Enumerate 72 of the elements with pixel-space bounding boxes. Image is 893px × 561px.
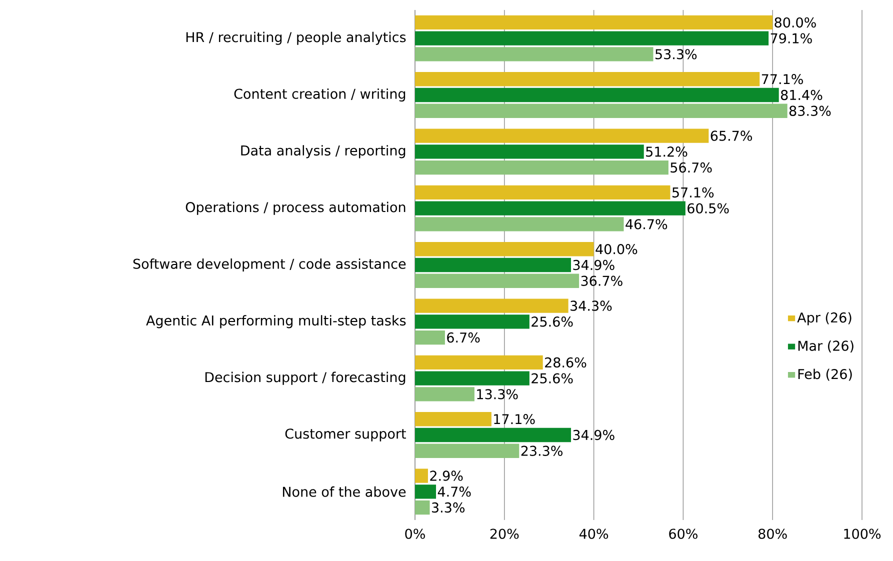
- data-label: 83.3%: [789, 106, 831, 116]
- data-label: 25.6%: [532, 316, 573, 327]
- bar: [415, 88, 779, 102]
- data-label: 57.1%: [672, 187, 714, 198]
- x-tick-label: 20%: [490, 528, 519, 539]
- bar: [415, 31, 769, 46]
- bar: [415, 242, 594, 256]
- legend-label: Apr (26): [797, 312, 852, 326]
- data-label: 34.3%: [570, 300, 612, 311]
- bar: [415, 500, 430, 515]
- bar: [415, 217, 624, 232]
- legend-label: Feb (26): [798, 368, 852, 381]
- data-label: 17.1%: [494, 414, 535, 424]
- bar: [415, 47, 654, 62]
- data-label: 6.7%: [447, 332, 480, 343]
- bar: [415, 412, 492, 426]
- data-label: 46.7%: [626, 219, 668, 230]
- legend-label: Mar (26): [798, 340, 854, 352]
- bar: [415, 428, 572, 442]
- y-tick-label: Agentic AI performing multi-step tasks: [146, 315, 406, 328]
- y-tick-label: Operations / process automation: [186, 202, 406, 215]
- x-tick-label: 80%: [758, 528, 787, 539]
- data-label: 34.9%: [573, 260, 614, 270]
- bar: [415, 298, 568, 313]
- data-label: 2.9%: [430, 470, 463, 481]
- data-label: 51.2%: [646, 146, 688, 157]
- data-label: 65.7%: [710, 130, 752, 141]
- y-tick-label: HR / recruiting / people analytics: [186, 32, 406, 45]
- data-label: 3.3%: [432, 502, 465, 513]
- data-label: 4.7%: [438, 486, 471, 497]
- y-tick-label: Software development / code assistance: [133, 258, 406, 272]
- bar: [415, 330, 445, 345]
- data-label: 25.6%: [532, 373, 573, 384]
- bar: [415, 144, 644, 159]
- data-label: 13.3%: [477, 389, 518, 400]
- bar: [415, 201, 686, 216]
- bar: [415, 104, 788, 118]
- data-label: 34.9%: [573, 430, 614, 440]
- y-tick-label: None of the above: [282, 486, 406, 497]
- bar: [415, 387, 474, 402]
- x-tick-label: 60%: [669, 528, 698, 539]
- bar: [415, 468, 428, 483]
- x-tick-label: 100%: [844, 528, 881, 539]
- bar: [415, 160, 668, 175]
- data-label: 28.6%: [545, 357, 586, 368]
- bar: [415, 15, 773, 30]
- bar: [415, 72, 760, 86]
- bar: [415, 258, 572, 272]
- data-label: 60.5%: [688, 203, 729, 214]
- bar: [415, 444, 520, 458]
- bar: [415, 484, 436, 499]
- data-label: 23.3%: [521, 446, 562, 456]
- data-label: 53.3%: [655, 49, 697, 60]
- bar: [415, 185, 670, 200]
- y-tick-label: Data analysis / reporting: [241, 145, 406, 158]
- data-label: 56.7%: [670, 162, 712, 173]
- x-tick-label: 0%: [405, 528, 425, 539]
- bar: [415, 274, 580, 288]
- bar: [415, 371, 530, 386]
- x-tick-label: 40%: [579, 528, 608, 539]
- bar: [415, 314, 530, 329]
- bar: [415, 128, 709, 143]
- data-label: 40.0%: [596, 244, 638, 254]
- data-label: 81.4%: [780, 90, 822, 100]
- bar: [415, 355, 543, 370]
- y-tick-label: Customer support: [285, 428, 406, 442]
- data-label: 77.1%: [762, 74, 803, 84]
- data-label: 79.1%: [770, 33, 812, 44]
- y-tick-label: Content creation / writing: [234, 88, 406, 102]
- data-label: 80.0%: [774, 17, 816, 28]
- data-label: 36.7%: [581, 276, 622, 286]
- y-tick-label: Decision support / forecasting: [205, 372, 406, 385]
